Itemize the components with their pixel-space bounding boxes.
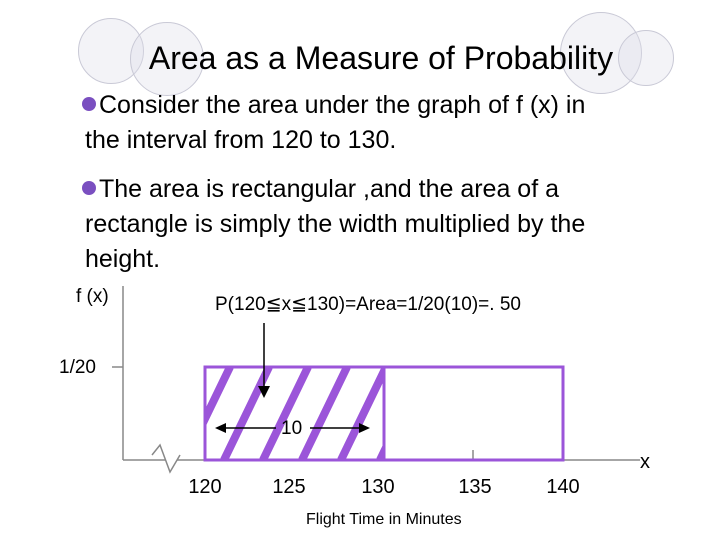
bullet-dot [82,97,96,111]
decorative-circle [130,22,204,96]
shaded-area [205,367,503,460]
x-tick-label: 130 [361,476,395,498]
hatch-line [419,367,464,460]
slide-title: Area as a Measure of Probability [148,40,614,76]
decorative-circle [618,30,674,86]
hatch-line [298,367,351,460]
bullet-2-line-1: The area is rectangular ,and the area of… [99,175,560,203]
hatch-line [220,367,273,460]
hatch-line [458,367,503,460]
hatch-line [205,367,234,428]
bullet-1-line-2: the interval from 120 to 130. [85,126,397,154]
width-arrow-left-head [215,423,226,433]
bullet-1-line-1: Consider the area under the graph of f (… [99,91,586,119]
x-tick-label: 125 [272,476,306,498]
probability-annotation: P(120≦x≦130)=Area=1/20(10)=. 50 [215,294,521,315]
hatch-line [259,367,312,460]
bullet-1: Consider the area under the graph of f (… [82,88,685,158]
bullet-2-line-3: height. [85,245,161,273]
bullet-dot [82,181,96,195]
x-tick-label: 140 [546,476,580,498]
x-tick-label: 135 [458,476,492,498]
bullet-2: The area is rectangular ,and the area of… [82,172,685,277]
width-arrow-right-head [359,423,370,433]
bullet-2-line-2: rectangle is simply the width multiplied… [85,210,586,238]
y-axis-label: f (x) [76,286,109,307]
hatch-line [337,367,383,460]
axis-break [151,443,181,474]
x-axis-label: Flight Time in Minutes [306,511,462,528]
y-tick-label: 1/20 [59,357,96,378]
hatch-line [376,444,383,460]
arrow-head [258,386,270,398]
x-tick-label: 120 [188,476,222,498]
width-label: 10 [281,418,303,439]
x-axis-symbol: x [640,451,650,473]
